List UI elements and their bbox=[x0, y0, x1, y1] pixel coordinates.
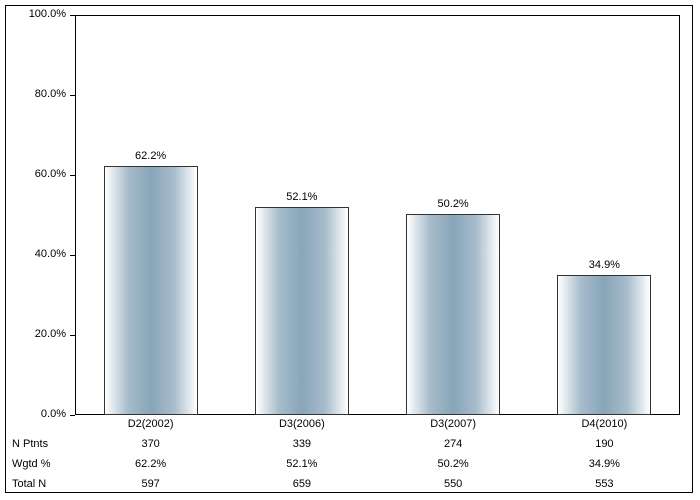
table-cell: 339 bbox=[293, 438, 311, 450]
bar-value-label: 62.2% bbox=[135, 150, 166, 162]
y-tick-label: 80.0% bbox=[0, 88, 66, 100]
category-label: D3(2006) bbox=[279, 418, 325, 430]
y-tick-mark bbox=[70, 335, 75, 336]
bar bbox=[406, 214, 500, 415]
bar-value-label: 52.1% bbox=[286, 191, 317, 203]
table-cell: 550 bbox=[444, 478, 462, 490]
y-tick-label: 100.0% bbox=[0, 8, 66, 20]
table-cell: 274 bbox=[444, 438, 462, 450]
table-row-label: Wgtd % bbox=[12, 458, 51, 470]
y-tick-label: 0.0% bbox=[0, 408, 66, 420]
category-label: D3(2007) bbox=[430, 418, 476, 430]
table-row-label: N Ptnts bbox=[12, 438, 48, 450]
table-cell: 50.2% bbox=[438, 458, 469, 470]
y-tick-label: 20.0% bbox=[0, 328, 66, 340]
y-tick-mark bbox=[70, 255, 75, 256]
bar bbox=[255, 207, 349, 415]
table-cell: 553 bbox=[595, 478, 613, 490]
table-cell: 597 bbox=[141, 478, 159, 490]
table-cell: 62.2% bbox=[135, 458, 166, 470]
y-tick-mark bbox=[70, 175, 75, 176]
bar-value-label: 50.2% bbox=[438, 198, 469, 210]
table-cell: 659 bbox=[293, 478, 311, 490]
y-tick-mark bbox=[70, 15, 75, 16]
category-label: D2(2002) bbox=[128, 418, 174, 430]
table-cell: 190 bbox=[595, 438, 613, 450]
table-cell: 34.9% bbox=[589, 458, 620, 470]
table-cell: 52.1% bbox=[286, 458, 317, 470]
bar-value-label: 34.9% bbox=[589, 259, 620, 271]
bar bbox=[557, 275, 651, 415]
table-cell: 370 bbox=[141, 438, 159, 450]
category-label: D4(2010) bbox=[581, 418, 627, 430]
table-row-label: Total N bbox=[12, 478, 46, 490]
y-tick-label: 40.0% bbox=[0, 248, 66, 260]
y-tick-mark bbox=[70, 95, 75, 96]
y-tick-label: 60.0% bbox=[0, 168, 66, 180]
y-tick-mark bbox=[70, 415, 75, 416]
bar bbox=[104, 166, 198, 415]
